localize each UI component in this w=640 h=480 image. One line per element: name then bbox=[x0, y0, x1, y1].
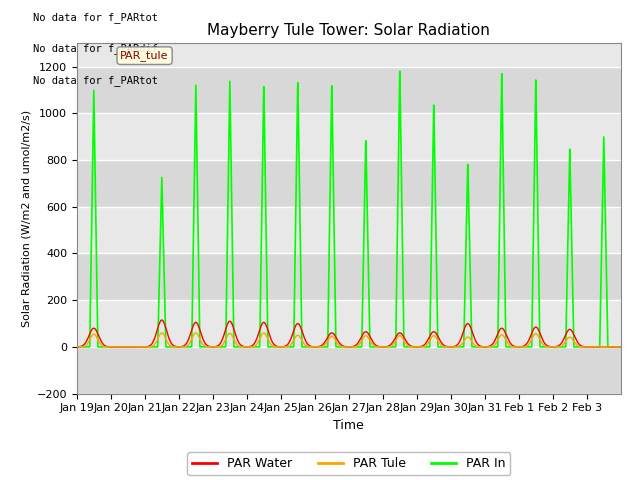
Text: No data for f_PARdif: No data for f_PARdif bbox=[33, 43, 158, 54]
Bar bbox=[77, 300, 621, 347]
Bar bbox=[77, 113, 621, 160]
Bar bbox=[77, 207, 621, 253]
X-axis label: Time: Time bbox=[333, 419, 364, 432]
Bar bbox=[77, 347, 621, 394]
Legend: PAR Water, PAR Tule, PAR In: PAR Water, PAR Tule, PAR In bbox=[188, 453, 510, 475]
Text: No data for f_PARtot: No data for f_PARtot bbox=[33, 12, 158, 23]
Bar bbox=[77, 160, 621, 207]
Text: No data for f_PARtot: No data for f_PARtot bbox=[33, 75, 158, 85]
Bar bbox=[77, 67, 621, 113]
Bar bbox=[77, 253, 621, 300]
Title: Mayberry Tule Tower: Solar Radiation: Mayberry Tule Tower: Solar Radiation bbox=[207, 23, 490, 38]
Text: PAR_tule: PAR_tule bbox=[120, 50, 169, 61]
Y-axis label: Solar Radiation (W/m2 and umol/m2/s): Solar Radiation (W/m2 and umol/m2/s) bbox=[21, 110, 31, 327]
